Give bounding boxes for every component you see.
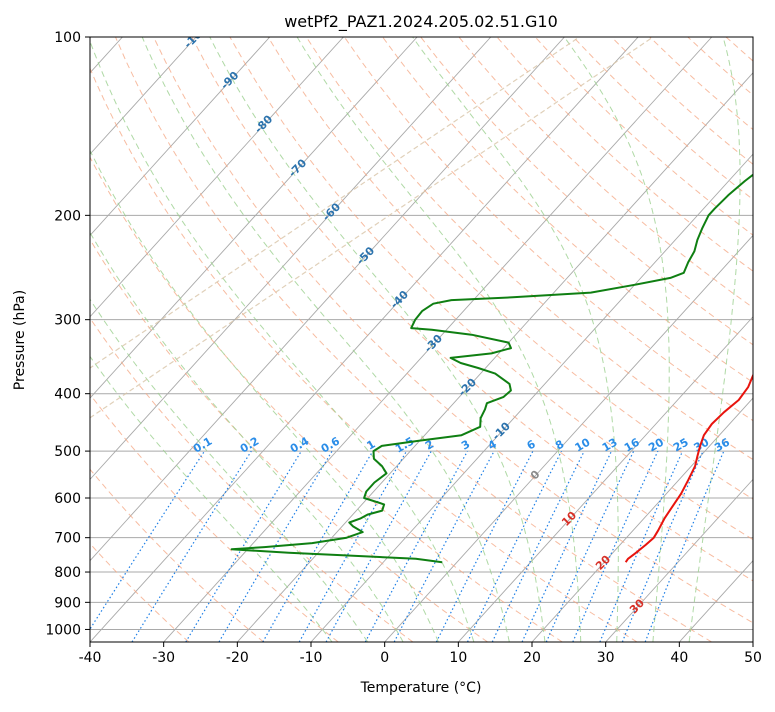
x-tick-label: -40 — [79, 650, 102, 666]
x-tick-label: -10 — [300, 650, 323, 666]
x-axis-label: Temperature (°C) — [360, 680, 482, 696]
x-tick-label: -20 — [226, 650, 249, 666]
x-tick-label: 40 — [670, 650, 688, 666]
x-tick-label: -30 — [152, 650, 175, 666]
x-tick-label: 30 — [597, 650, 615, 666]
y-tick-label: 400 — [54, 387, 81, 403]
y-tick-label: 200 — [54, 208, 81, 224]
y-tick-label: 100 — [54, 30, 81, 46]
y-tick-label: 1000 — [45, 622, 81, 638]
y-tick-label: 600 — [54, 491, 81, 507]
chart-title: wetPf2_PAZ1.2024.205.02.51.G10 — [284, 12, 558, 32]
y-tick-label: 800 — [54, 565, 81, 581]
x-tick-label: 10 — [449, 650, 467, 666]
y-tick-label: 900 — [54, 595, 81, 611]
y-axis-label: Pressure (hPa) — [12, 290, 28, 390]
x-tick-label: 50 — [744, 650, 762, 666]
x-tick-label: 0 — [380, 650, 389, 666]
y-tick-label: 300 — [54, 313, 81, 329]
x-tick-label: 20 — [523, 650, 541, 666]
y-tick-label: 700 — [54, 531, 81, 547]
y-tick-label: 500 — [54, 444, 81, 460]
